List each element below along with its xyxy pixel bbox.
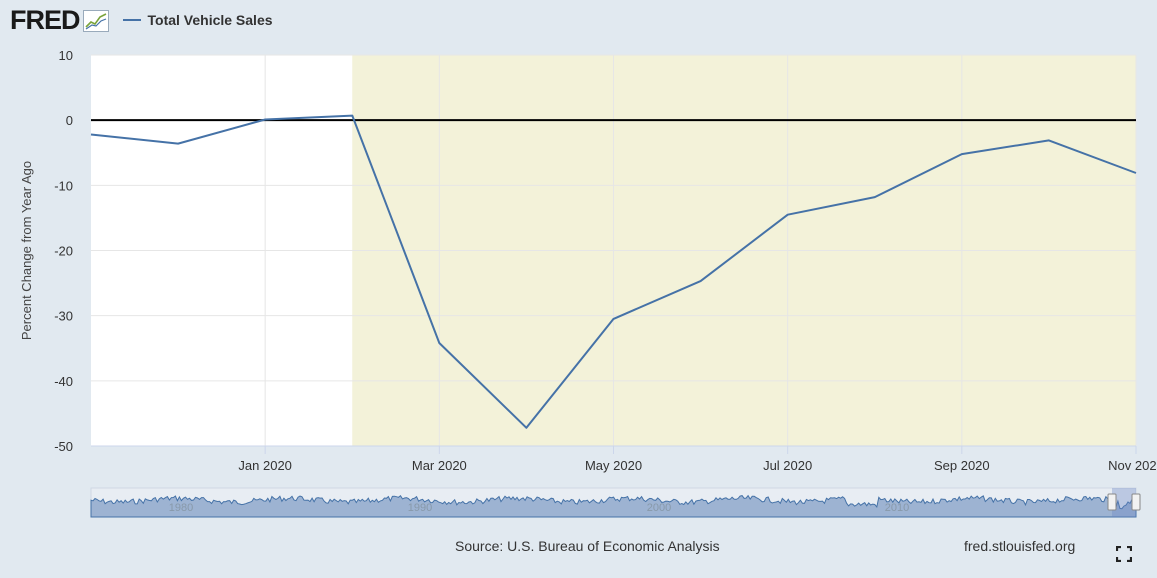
fred-logo[interactable]: FRED: [10, 5, 80, 36]
y-tick-label: -20: [54, 244, 73, 259]
x-tick-label: Jan 2020: [238, 458, 292, 473]
legend-label: Total Vehicle Sales: [148, 12, 273, 28]
x-tick-label: Mar 2020: [412, 458, 467, 473]
navigator-label: 2000: [647, 502, 671, 514]
navigator-handle-right[interactable]: [1132, 494, 1140, 510]
y-tick-label: 10: [59, 48, 73, 63]
x-tick-label: Nov 2020: [1108, 458, 1157, 473]
navigator-handle-left[interactable]: [1108, 494, 1116, 510]
source-note: Source: U.S. Bureau of Economic Analysis: [455, 538, 720, 554]
legend-swatch: [123, 19, 141, 21]
expand-icon[interactable]: [1116, 546, 1132, 562]
header: FRED Total Vehicle Sales: [10, 4, 273, 36]
y-tick-label: -30: [54, 309, 73, 324]
navigator-label: 1980: [169, 502, 193, 514]
x-tick-label: Jul 2020: [763, 458, 812, 473]
source-url[interactable]: fred.stlouisfed.org: [964, 538, 1075, 554]
y-tick-label: 0: [66, 113, 73, 128]
y-tick-label: -10: [54, 178, 73, 193]
x-tick-label: May 2020: [585, 458, 642, 473]
navigator-label: 2010: [885, 502, 909, 514]
legend[interactable]: Total Vehicle Sales: [123, 12, 273, 28]
y-tick-label: -40: [54, 374, 73, 389]
y-axis-label: Percent Change from Year Ago: [19, 161, 34, 340]
navigator-label: 1990: [408, 502, 432, 514]
chart-line-icon: [83, 10, 109, 32]
x-tick-label: Sep 2020: [934, 458, 990, 473]
y-tick-label: -50: [54, 439, 73, 454]
